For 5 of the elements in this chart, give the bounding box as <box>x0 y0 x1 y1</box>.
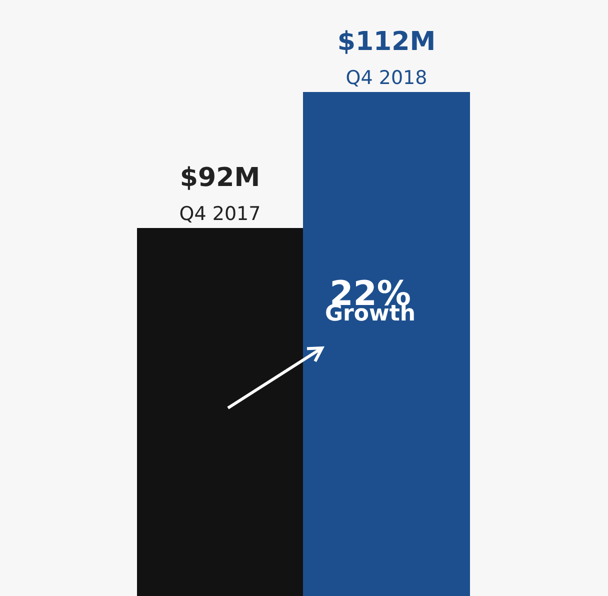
x-tick-label: Q4 2018 <box>346 67 428 89</box>
annotation: 22% Growth <box>325 274 416 327</box>
x-tick-label: Q4 2017 <box>179 203 261 225</box>
data-label: $92M <box>180 163 260 194</box>
data-label: $112M <box>337 27 436 58</box>
